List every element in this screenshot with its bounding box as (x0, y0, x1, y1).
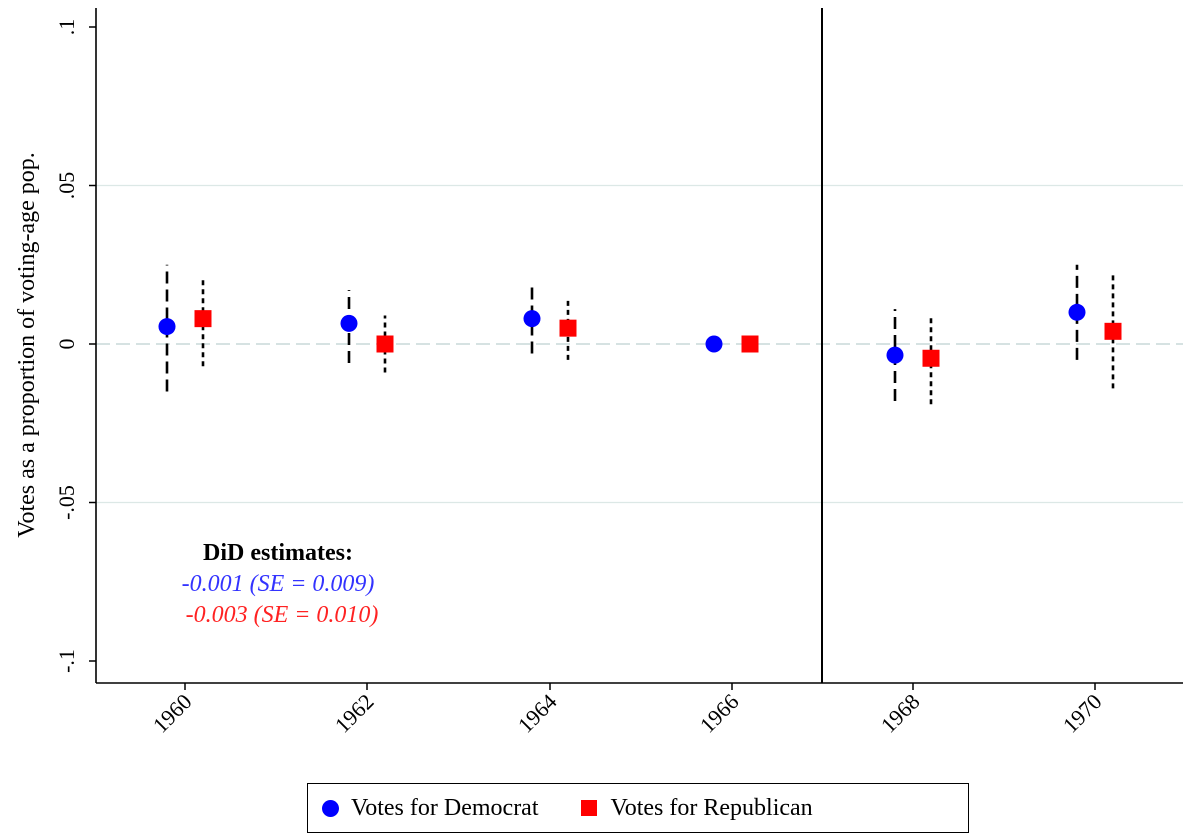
axes (95, 8, 1183, 684)
x-tick-label: 1964 (513, 689, 562, 738)
square-marker-icon (580, 800, 597, 816)
legend-label-democrat: Votes for Democrat (351, 794, 539, 821)
democrat-point (523, 310, 541, 328)
circle-marker-icon (322, 799, 339, 817)
x-tick-label: 1960 (148, 689, 197, 738)
republican-point (559, 319, 577, 337)
x-tick-label: 1970 (1058, 689, 1107, 738)
republican-point (741, 335, 759, 353)
x-tick-label: 1968 (876, 689, 925, 738)
did-heading: DiD estimates: (203, 540, 353, 566)
republican-point (922, 349, 940, 367)
republican-point (1104, 322, 1122, 340)
democrat-point (158, 318, 176, 336)
democrat-point (886, 346, 904, 364)
legend-item-republican: Votes for Republican (539, 795, 813, 822)
legend-label-republican: Votes for Republican (610, 794, 813, 821)
y-tick-label: -.1 (54, 649, 79, 673)
democrat-point (340, 314, 358, 332)
x-tick-label: 1966 (695, 689, 744, 738)
democrat-point (1068, 303, 1086, 321)
republican-point (194, 310, 212, 328)
y-ticks: -.1 -.05 0 .05 .1 (54, 19, 96, 673)
y-tick-label: 0 (54, 339, 79, 350)
legend-item-democrat: Votes for Democrat (308, 795, 539, 822)
democrat-point (705, 335, 723, 353)
y-tick-label: -.05 (54, 485, 79, 520)
y-tick-label: .1 (54, 19, 79, 36)
did-annotation: DiD estimates: -0.001 (SE = 0.009) -0.00… (182, 540, 379, 628)
did-democrat-estimate: -0.001 (SE = 0.009) (182, 571, 375, 597)
y-axis-title: Votes as a proportion of voting-age pop. (14, 152, 40, 538)
confidence-intervals (165, 264, 1115, 405)
x-ticks: 1960 1962 1964 1966 1968 1970 (148, 683, 1107, 738)
data-markers (158, 303, 1122, 367)
x-tick-label: 1962 (330, 689, 379, 738)
republican-point (376, 335, 394, 353)
gridlines (96, 184, 1183, 504)
y-tick-label: .05 (54, 172, 79, 200)
legend: Votes for Democrat Votes for Republican (307, 783, 969, 833)
did-republican-estimate: -0.003 (SE = 0.010) (186, 602, 379, 628)
